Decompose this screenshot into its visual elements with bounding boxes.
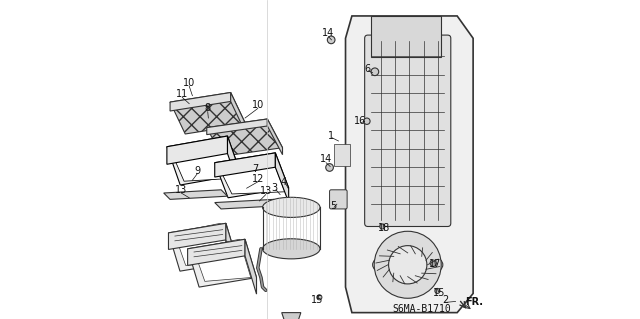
- Circle shape: [374, 231, 441, 298]
- Circle shape: [326, 164, 333, 171]
- Text: 13: 13: [175, 185, 188, 195]
- Polygon shape: [215, 153, 275, 177]
- Polygon shape: [215, 153, 289, 198]
- Text: 14: 14: [319, 154, 332, 165]
- FancyBboxPatch shape: [330, 190, 347, 209]
- Text: FR.: FR.: [465, 297, 483, 308]
- Polygon shape: [168, 223, 226, 249]
- Text: 13: 13: [260, 186, 272, 197]
- Polygon shape: [346, 16, 473, 313]
- Text: 15: 15: [433, 288, 446, 298]
- Polygon shape: [170, 93, 230, 111]
- Ellipse shape: [372, 251, 443, 279]
- Text: 8: 8: [205, 103, 211, 114]
- Text: 7: 7: [252, 164, 259, 174]
- Polygon shape: [245, 239, 257, 294]
- Polygon shape: [371, 16, 441, 57]
- Circle shape: [371, 68, 379, 76]
- Polygon shape: [215, 199, 280, 209]
- Circle shape: [364, 118, 370, 124]
- Text: 5: 5: [330, 201, 337, 211]
- Polygon shape: [268, 119, 282, 155]
- Ellipse shape: [262, 197, 320, 218]
- Polygon shape: [227, 136, 241, 192]
- Circle shape: [430, 260, 436, 266]
- Text: 1: 1: [328, 130, 334, 141]
- Polygon shape: [226, 223, 237, 278]
- Text: 14: 14: [322, 28, 334, 39]
- Polygon shape: [207, 119, 282, 156]
- Polygon shape: [164, 190, 227, 199]
- Text: S6MA-B1710: S6MA-B1710: [393, 304, 451, 315]
- Polygon shape: [230, 93, 246, 133]
- FancyBboxPatch shape: [365, 35, 451, 226]
- Text: 11: 11: [176, 89, 188, 99]
- Circle shape: [435, 288, 440, 293]
- Polygon shape: [188, 239, 245, 265]
- Polygon shape: [167, 136, 241, 185]
- Text: 6: 6: [365, 63, 371, 74]
- Text: 12: 12: [252, 174, 264, 184]
- Polygon shape: [275, 153, 289, 202]
- Text: 9: 9: [194, 166, 200, 176]
- Polygon shape: [218, 157, 285, 194]
- Text: 16: 16: [355, 115, 367, 126]
- Circle shape: [380, 224, 385, 229]
- Text: 15: 15: [311, 295, 324, 306]
- Polygon shape: [282, 313, 301, 319]
- Polygon shape: [188, 239, 257, 287]
- Polygon shape: [170, 93, 246, 134]
- Text: 18: 18: [378, 223, 390, 233]
- Polygon shape: [207, 119, 268, 135]
- Circle shape: [327, 36, 335, 44]
- Text: 17: 17: [429, 259, 442, 269]
- Text: 10: 10: [183, 78, 195, 88]
- Circle shape: [317, 295, 322, 300]
- Ellipse shape: [262, 239, 320, 259]
- Circle shape: [388, 246, 427, 284]
- Polygon shape: [174, 223, 232, 265]
- Polygon shape: [334, 144, 350, 166]
- Text: 2: 2: [442, 295, 448, 306]
- Text: 3: 3: [271, 183, 278, 193]
- Polygon shape: [171, 140, 237, 181]
- Polygon shape: [168, 223, 237, 271]
- Polygon shape: [167, 136, 227, 164]
- Text: 4: 4: [281, 177, 287, 187]
- Polygon shape: [193, 239, 251, 281]
- Text: 10: 10: [252, 100, 264, 110]
